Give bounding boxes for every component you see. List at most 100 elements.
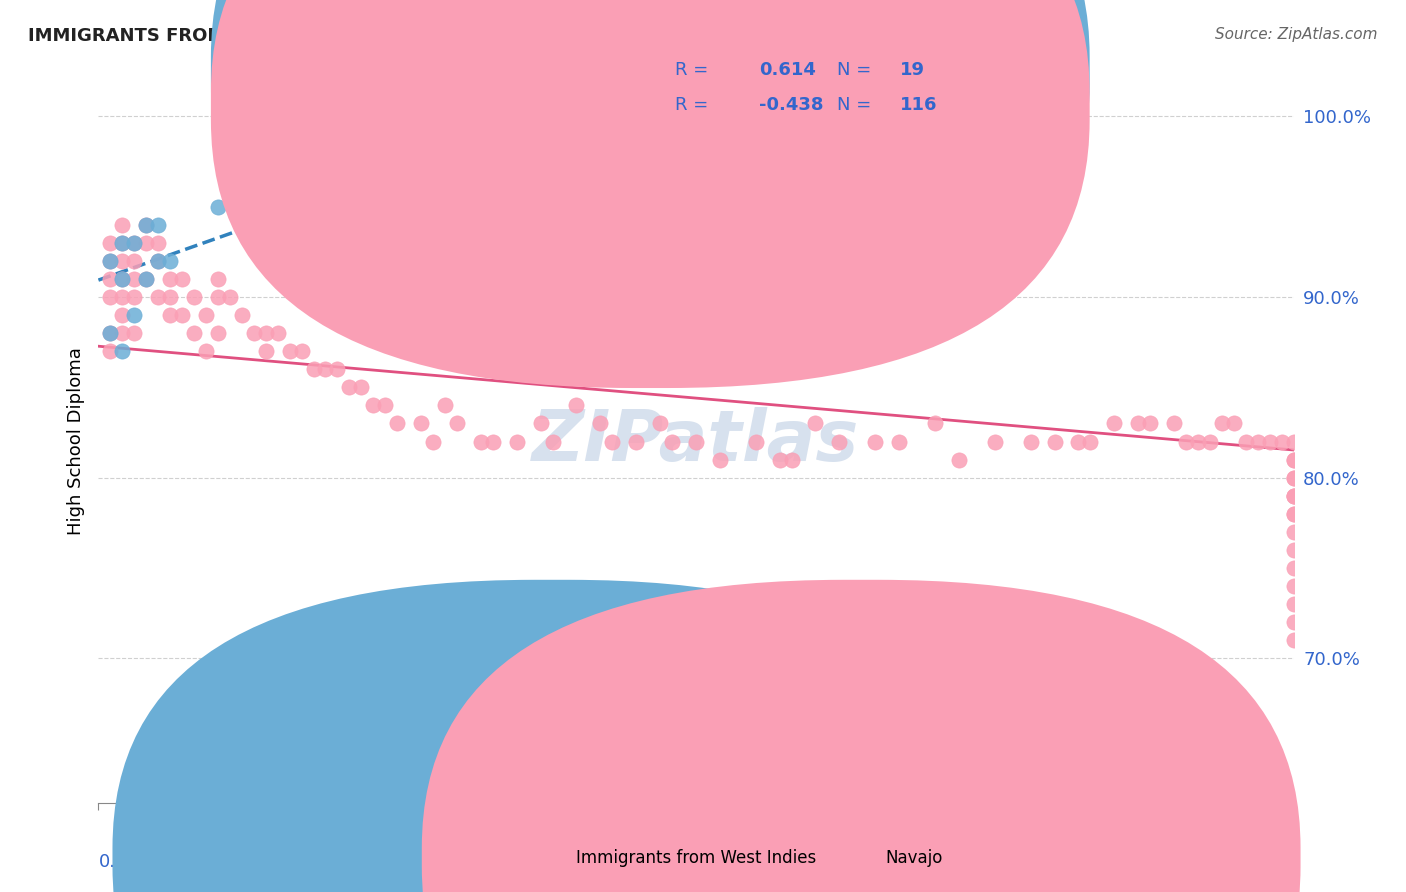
- Point: [302, 200, 325, 214]
- Point: [363, 398, 385, 412]
- Point: [111, 272, 134, 286]
- Point: [339, 380, 361, 394]
- Point: [98, 253, 122, 268]
- Point: [172, 308, 194, 322]
- Point: [1282, 633, 1305, 648]
- Point: [207, 326, 229, 341]
- Point: [183, 326, 205, 341]
- Point: [254, 344, 277, 359]
- Point: [1163, 417, 1185, 431]
- Point: [1187, 434, 1209, 449]
- Point: [924, 417, 946, 431]
- Point: [602, 434, 624, 449]
- Point: [207, 290, 229, 304]
- Point: [326, 362, 349, 376]
- Point: [1282, 489, 1305, 503]
- Point: [111, 253, 134, 268]
- Text: N =: N =: [837, 96, 870, 114]
- Point: [278, 344, 301, 359]
- Point: [1223, 417, 1246, 431]
- Point: [1211, 417, 1233, 431]
- Point: [1282, 579, 1305, 593]
- Point: [768, 452, 790, 467]
- Point: [124, 308, 146, 322]
- Point: [302, 362, 325, 376]
- Point: [1282, 542, 1305, 557]
- Point: [1282, 452, 1305, 467]
- Point: [1282, 470, 1305, 484]
- Text: IMMIGRANTS FROM WEST INDIES VS NAVAJO HIGH SCHOOL DIPLOMA CORRELATION CHART: IMMIGRANTS FROM WEST INDIES VS NAVAJO HI…: [28, 27, 946, 45]
- Point: [709, 452, 731, 467]
- Point: [291, 344, 314, 359]
- Point: [411, 417, 433, 431]
- Point: [565, 398, 588, 412]
- Point: [385, 417, 409, 431]
- Point: [1128, 417, 1150, 431]
- Point: [1271, 434, 1294, 449]
- Point: [626, 434, 648, 449]
- Point: [159, 272, 181, 286]
- Point: [1282, 470, 1305, 484]
- Point: [1258, 434, 1281, 449]
- Point: [828, 434, 851, 449]
- Point: [124, 326, 146, 341]
- Point: [111, 308, 134, 322]
- Point: [1282, 434, 1305, 449]
- Point: [804, 417, 827, 431]
- Point: [1282, 507, 1305, 521]
- Text: 0.0%: 0.0%: [98, 854, 143, 871]
- Point: [219, 290, 242, 304]
- Point: [1282, 615, 1305, 630]
- Point: [363, 163, 385, 178]
- Point: [111, 272, 134, 286]
- Point: [1282, 489, 1305, 503]
- Point: [195, 308, 218, 322]
- Point: [159, 253, 181, 268]
- Point: [1175, 434, 1198, 449]
- Point: [1282, 524, 1305, 539]
- Point: [111, 344, 134, 359]
- Point: [124, 235, 146, 250]
- Point: [98, 326, 122, 341]
- Point: [98, 290, 122, 304]
- Point: [948, 452, 970, 467]
- Point: [267, 326, 290, 341]
- Point: [1282, 507, 1305, 521]
- Point: [135, 235, 157, 250]
- Text: 100.0%: 100.0%: [1226, 854, 1294, 871]
- Point: [148, 290, 170, 304]
- Point: [124, 272, 146, 286]
- Point: [1199, 434, 1222, 449]
- Point: [111, 290, 134, 304]
- Point: [1139, 417, 1161, 431]
- Point: [207, 200, 229, 214]
- Point: [315, 362, 337, 376]
- Point: [1234, 434, 1257, 449]
- Point: [135, 272, 157, 286]
- Point: [685, 434, 707, 449]
- Point: [195, 344, 218, 359]
- Text: -0.438: -0.438: [759, 96, 824, 114]
- Point: [434, 398, 457, 412]
- Point: [984, 434, 1007, 449]
- Point: [470, 434, 492, 449]
- Point: [111, 326, 134, 341]
- Point: [745, 434, 768, 449]
- Point: [1019, 434, 1042, 449]
- Point: [148, 253, 170, 268]
- Point: [254, 235, 277, 250]
- Point: [159, 290, 181, 304]
- Point: [172, 272, 194, 286]
- Point: [1247, 434, 1270, 449]
- Point: [254, 326, 277, 341]
- Point: [159, 308, 181, 322]
- Point: [111, 218, 134, 232]
- Point: [1043, 434, 1066, 449]
- Point: [1282, 597, 1305, 611]
- Point: [135, 272, 157, 286]
- Point: [98, 344, 122, 359]
- Point: [98, 235, 122, 250]
- Text: Navajo: Navajo: [886, 849, 943, 867]
- Point: [148, 235, 170, 250]
- Text: N =: N =: [837, 61, 870, 78]
